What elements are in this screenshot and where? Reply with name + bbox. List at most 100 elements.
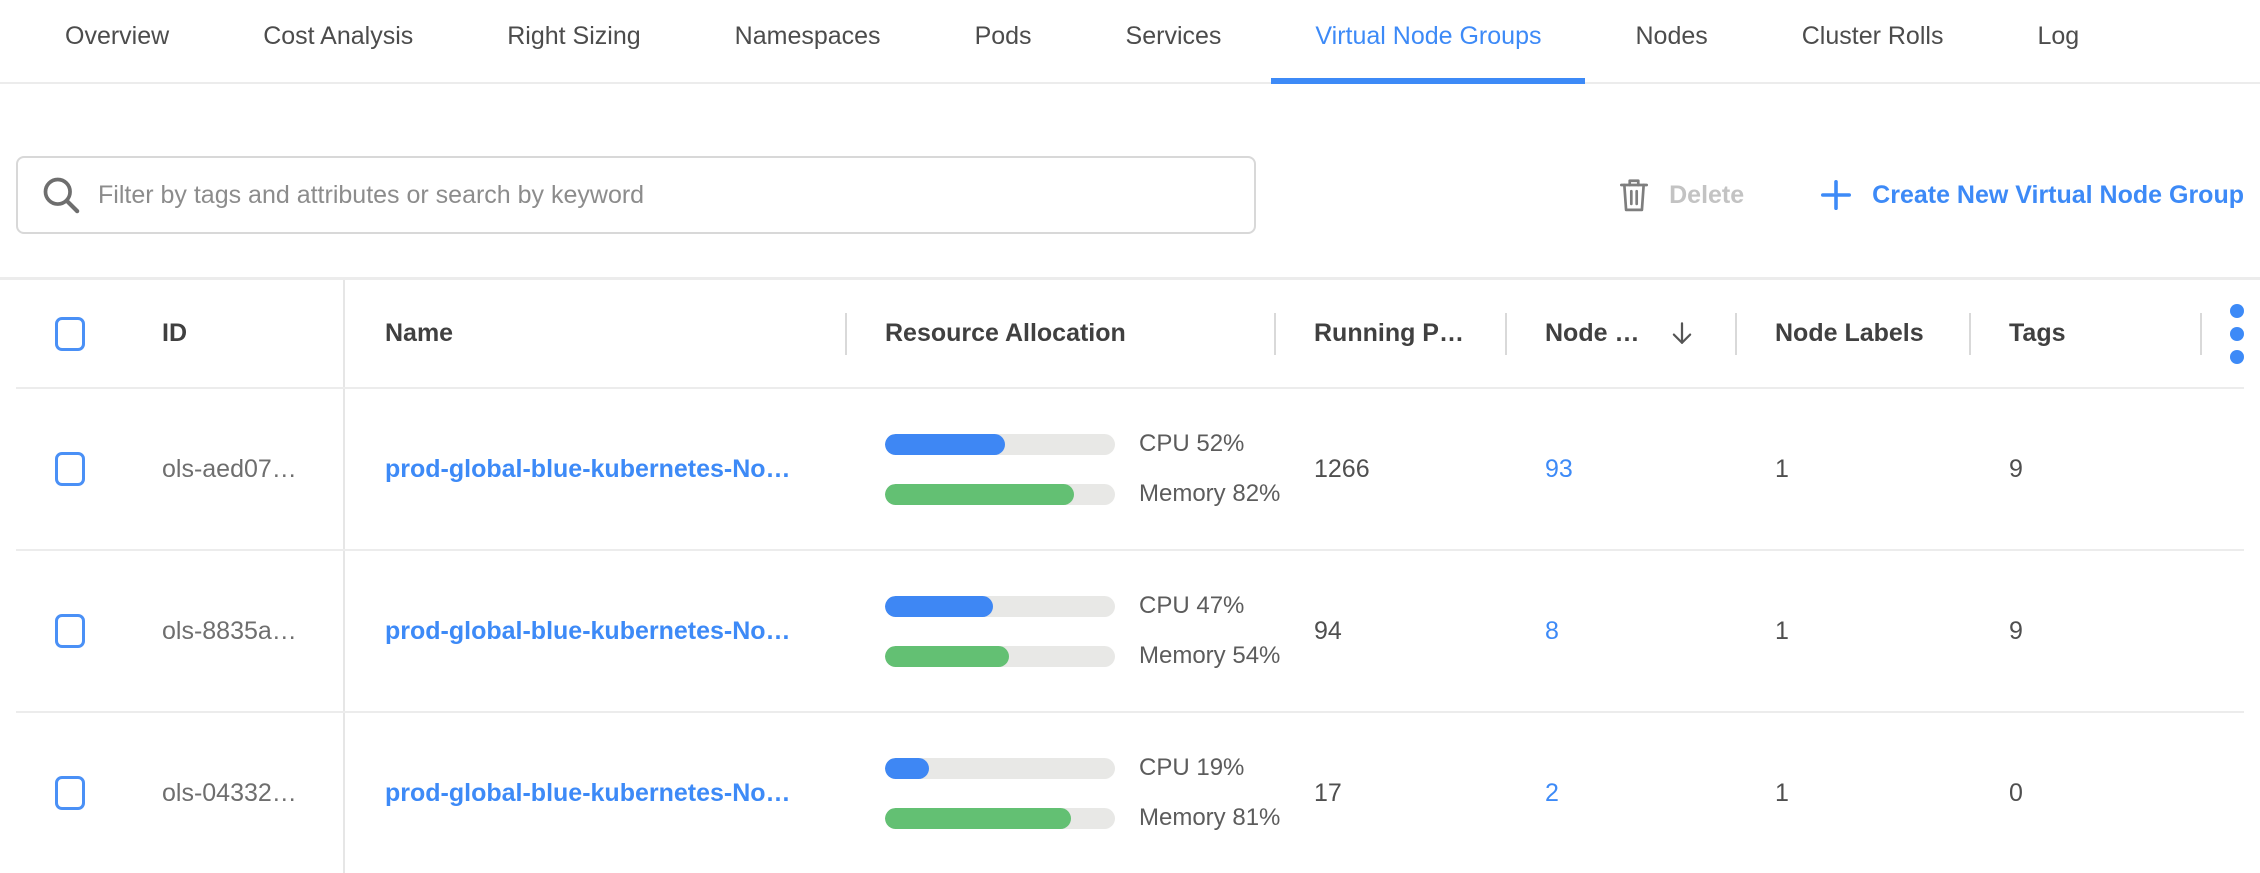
cell-menu [2200,551,2244,711]
cell-running-pods: 94 [1274,551,1505,711]
filter-search-box[interactable] [16,156,1256,234]
tags-count: 0 [2009,778,2023,807]
cell-node-labels: 1 [1735,551,1969,711]
search-icon [43,177,80,214]
tab-services[interactable]: Services [1125,21,1222,50]
memory-usage-label: Memory 54% [1139,642,1281,669]
cell-name: prod-global-blue-kubernetes-No… [345,713,845,873]
cell-select-id: ols-8835a… [16,551,345,711]
vng-name-link[interactable]: prod-global-blue-kubernetes-No… [385,778,791,807]
column-header-name: Name [385,319,454,347]
nodes-count-link[interactable]: 93 [1545,454,1573,483]
virtual-node-groups-table: ID Name Resource Allocation Running P… N… [16,280,2244,873]
cell-nodes: 8 [1505,551,1735,711]
vng-id: ols-04332… [162,778,297,807]
nodes-count-link[interactable]: 8 [1545,616,1559,645]
column-header-running-pods: Running P… [1314,319,1464,347]
toolbar-actions: Delete Create New Virtual Node Group [1615,175,2244,215]
resource-allocation-bars: CPU 52% Memory 82% [885,430,1280,508]
plus-icon [1821,180,1852,210]
column-header-nodes: Node … [1545,319,1640,347]
header-cell-resource-allocation: Resource Allocation [845,280,1274,387]
header-cell-id: ID [16,280,345,387]
running-pods-count: 17 [1314,778,1342,807]
row-checkbox[interactable] [55,776,85,810]
memory-usage-bar [885,645,1115,667]
resource-allocation-bars: CPU 19% Memory 81% [885,754,1280,832]
tab-right-sizing[interactable]: Right Sizing [507,21,641,50]
nodes-count-link[interactable]: 2 [1545,778,1559,807]
memory-usage-bar [885,807,1115,829]
column-header-tags: Tags [2009,319,2066,347]
cpu-usage-label: CPU 47% [1139,592,1245,619]
cpu-usage-bar [885,757,1115,779]
sort-descending-icon[interactable] [1667,319,1697,349]
table-row: ols-04332… prod-global-blue-kubernetes-N… [16,711,2244,873]
trash-icon [1620,179,1649,212]
tab-cost-analysis[interactable]: Cost Analysis [263,21,414,50]
cell-running-pods: 1266 [1274,389,1505,549]
cell-resource-allocation: CPU 52% Memory 82% [845,389,1280,549]
select-all-checkbox[interactable] [55,316,85,351]
cell-menu [2200,713,2244,873]
cpu-usage-bar [885,433,1115,455]
table-header-row: ID Name Resource Allocation Running P… N… [16,280,2244,387]
cell-nodes: 93 [1505,389,1735,549]
cell-menu [2200,389,2244,549]
cell-tags: 0 [1969,713,2200,873]
running-pods-count: 94 [1314,616,1342,645]
create-label: Create New Virtual Node Group [1872,180,2244,209]
vng-id: ols-aed07… [162,454,297,483]
column-header-node-labels: Node Labels [1775,319,1924,347]
header-cell-name: Name [345,280,845,387]
column-header-id: ID [162,319,187,347]
tab-virtual-node-groups[interactable]: Virtual Node Groups [1271,0,1586,84]
tab-log[interactable]: Log [2037,21,2080,50]
table-row: ols-aed07… prod-global-blue-kubernetes-N… [16,387,2244,549]
cell-select-id: ols-aed07… [16,389,345,549]
toolbar: Delete Create New Virtual Node Group [16,156,2244,234]
cpu-usage-bar [885,595,1115,617]
create-virtual-node-group-button[interactable]: Create New Virtual Node Group [1818,177,2244,213]
tab-cluster-rolls[interactable]: Cluster Rolls [1801,21,1944,50]
vng-name-link[interactable]: prod-global-blue-kubernetes-No… [385,616,791,645]
memory-usage-bar [885,483,1115,505]
table-top-border [0,277,2260,280]
vng-id: ols-8835a… [162,616,297,645]
memory-usage-label: Memory 82% [1139,480,1281,507]
header-cell-menu [2200,280,2244,387]
cell-node-labels: 1 [1735,389,1969,549]
tab-overview[interactable]: Overview [65,21,170,50]
node-labels-count: 1 [1775,454,1789,483]
column-settings-menu-icon[interactable] [2230,303,2244,364]
cell-tags: 9 [1969,389,2200,549]
header-cell-node-labels: Node Labels [1735,280,1969,387]
cell-name: prod-global-blue-kubernetes-No… [345,551,845,711]
node-labels-count: 1 [1775,778,1789,807]
tags-count: 9 [2009,454,2023,483]
delete-label: Delete [1669,180,1745,209]
node-labels-count: 1 [1775,616,1789,645]
table-row: ols-8835a… prod-global-blue-kubernetes-N… [16,549,2244,711]
header-cell-nodes: Node … [1505,280,1735,387]
cell-resource-allocation: CPU 19% Memory 81% [845,713,1280,873]
tags-count: 9 [2009,616,2023,645]
row-checkbox[interactable] [55,614,85,648]
delete-button[interactable]: Delete [1615,175,1744,215]
tab-namespaces[interactable]: Namespaces [734,21,881,50]
column-header-resource-allocation: Resource Allocation [885,319,1126,347]
cell-name: prod-global-blue-kubernetes-No… [345,389,845,549]
cpu-usage-label: CPU 19% [1139,754,1245,781]
resource-allocation-bars: CPU 47% Memory 54% [885,592,1280,670]
cell-nodes: 2 [1505,713,1735,873]
header-cell-running-pods: Running P… [1274,280,1505,387]
cell-select-id: ols-04332… [16,713,345,873]
top-tab-bar: Overview Cost Analysis Right Sizing Name… [0,0,2260,84]
cell-resource-allocation: CPU 47% Memory 54% [845,551,1280,711]
tab-nodes[interactable]: Nodes [1635,21,1708,50]
row-checkbox[interactable] [55,452,85,486]
vng-name-link[interactable]: prod-global-blue-kubernetes-No… [385,454,791,483]
tab-pods[interactable]: Pods [974,21,1032,50]
search-input[interactable] [98,180,1254,210]
cell-tags: 9 [1969,551,2200,711]
